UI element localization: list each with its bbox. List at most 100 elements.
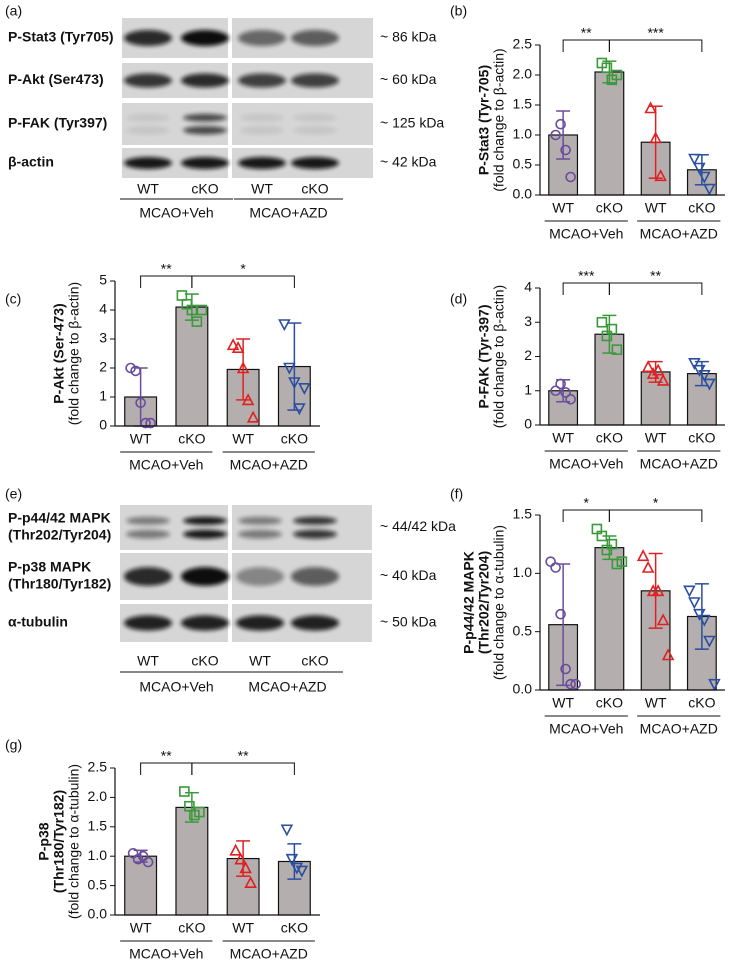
y-tick-label: 2	[99, 359, 107, 375]
blot-band	[291, 73, 339, 88]
data-point	[176, 290, 188, 301]
data-point	[611, 69, 623, 81]
panel-label: (d)	[450, 291, 467, 307]
data-point	[194, 806, 205, 818]
data-point	[654, 169, 667, 182]
data-point	[285, 853, 299, 866]
panel-label: (a)	[5, 3, 22, 19]
data-point	[130, 365, 141, 377]
lane-label: cKO	[191, 653, 218, 669]
blot-band	[291, 157, 339, 169]
data-point	[135, 397, 146, 409]
data-point	[293, 403, 306, 416]
data-point	[550, 129, 561, 141]
y-tick-label: 2.5	[88, 759, 108, 775]
blot-band	[236, 567, 284, 586]
y-tick-label: 2.5	[513, 36, 533, 52]
blot-band	[181, 73, 229, 88]
panel-label: (e)	[5, 486, 22, 502]
significance-bracket	[562, 282, 610, 295]
lane-label: WT	[137, 653, 159, 669]
y-tick-label: 4	[524, 279, 532, 295]
x-tick-label: WT	[130, 920, 152, 936]
significance-bracket	[140, 762, 193, 775]
y-tick-label: 1	[524, 381, 532, 397]
significance-bracket	[191, 762, 295, 775]
y-tick-label: 0.0	[513, 681, 533, 697]
data-point	[550, 562, 561, 573]
x-tick-label: cKO	[178, 431, 205, 447]
blot-background	[232, 505, 372, 550]
blot-band	[240, 113, 284, 122]
y-axis-label: (Thr202/Tyr204)	[476, 551, 492, 654]
data-point	[140, 417, 151, 429]
blot-band	[124, 157, 172, 169]
data-point	[239, 861, 252, 874]
data-point	[226, 338, 240, 351]
data-point	[651, 584, 665, 597]
group-label: MCAO+Veh	[129, 946, 203, 962]
blot-row-label: β-actin	[8, 154, 54, 170]
blot-band	[126, 126, 170, 135]
data-point	[186, 304, 198, 316]
blot-band	[238, 516, 282, 525]
x-tick-label: cKO	[281, 431, 308, 447]
blot-band	[238, 529, 282, 539]
x-tick-label: cKO	[178, 920, 205, 936]
data-point	[698, 171, 711, 184]
group-label: MCAO+Veh	[139, 205, 213, 221]
blot-band	[126, 516, 170, 525]
significance-label: *	[584, 495, 590, 511]
data-point	[565, 394, 576, 405]
data-point	[550, 385, 561, 397]
y-tick-label: 1.0	[88, 847, 108, 863]
y-axis-label: P-p38	[36, 822, 52, 860]
blot-row-label: P-Akt (Ser473)	[8, 71, 104, 87]
x-tick-label: WT	[645, 200, 667, 216]
group-label: MCAO+AZD	[640, 226, 718, 242]
x-tick-label: cKO	[688, 430, 715, 446]
x-tick-label: cKO	[596, 695, 623, 711]
blot-row-label: (Thr180/Tyr182)	[8, 576, 111, 592]
data-point	[636, 549, 650, 562]
data-point	[596, 530, 608, 542]
blot-row-label: (Thr202/Tyr204)	[8, 527, 111, 543]
blot-band	[238, 157, 286, 169]
data-point	[601, 62, 613, 74]
y-tick-label: 1.0	[513, 564, 533, 580]
group-label: MCAO+Veh	[129, 457, 203, 473]
y-axis-label: P-FAK (Tyr-397)	[476, 305, 492, 409]
group-label: MCAO+AZD	[640, 456, 718, 472]
x-tick-label: cKO	[688, 200, 715, 216]
y-tick-label: 0.5	[513, 622, 533, 638]
data-point	[616, 556, 628, 567]
significance-label: *	[653, 495, 659, 511]
data-point	[570, 678, 581, 690]
x-tick-label: WT	[232, 920, 254, 936]
blot-band	[293, 113, 337, 122]
x-tick-label: WT	[130, 431, 152, 447]
data-point	[661, 648, 675, 661]
data-point	[703, 378, 716, 391]
blot-band	[126, 529, 170, 539]
data-point	[545, 556, 556, 567]
y-tick-label: 1	[99, 388, 107, 404]
y-tick-label: 1.5	[88, 818, 108, 834]
lane-label: cKO	[301, 181, 328, 197]
y-tick-label: 3	[524, 313, 532, 329]
data-point	[241, 393, 255, 406]
data-point	[179, 786, 190, 797]
blot-band	[124, 615, 172, 631]
lane-label: WT	[137, 181, 159, 197]
data-point	[280, 824, 294, 837]
y-tick-label: 0.5	[513, 156, 533, 172]
bar	[175, 806, 209, 916]
group-label: MCAO+Veh	[139, 679, 213, 695]
significance-bracket	[608, 39, 703, 52]
x-tick-label: cKO	[596, 200, 623, 216]
data-point	[555, 118, 566, 130]
group-label: MCAO+AZD	[230, 457, 308, 473]
y-axis-label: P-Akt (Ser-473)	[51, 303, 67, 403]
y-tick-label: 1.5	[513, 96, 533, 112]
data-point	[606, 323, 618, 335]
